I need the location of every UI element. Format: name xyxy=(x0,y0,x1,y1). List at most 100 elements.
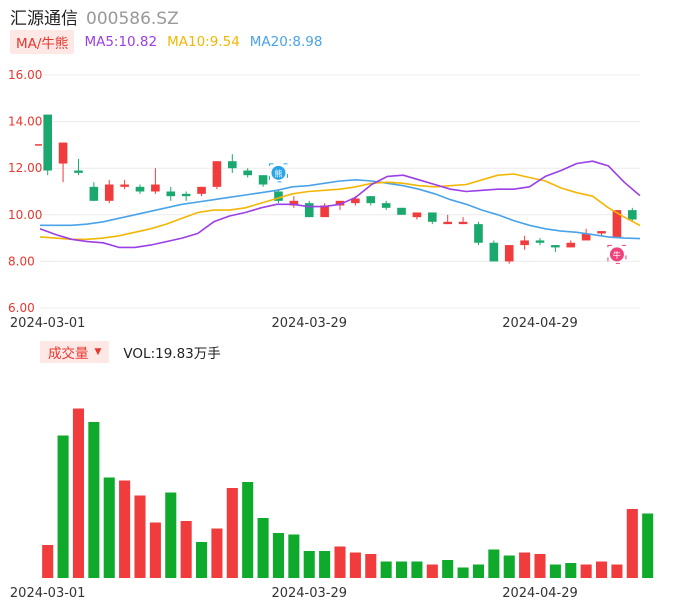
volume-bar xyxy=(165,492,177,578)
candle-body xyxy=(535,240,545,243)
candle-body xyxy=(104,184,114,201)
candle-body xyxy=(489,242,499,262)
y-tick-label: 8.00 xyxy=(8,254,35,268)
candle-body xyxy=(320,205,329,218)
candle-body xyxy=(581,233,591,241)
caret-down-icon: ▼ xyxy=(94,347,102,357)
volume-bar xyxy=(349,552,361,578)
volume-bar xyxy=(596,561,608,578)
candle-body xyxy=(181,193,191,197)
stock-header: 汇源通信 000586.SZ xyxy=(10,4,179,29)
volume-bar xyxy=(488,549,500,578)
badge-frame xyxy=(268,163,288,183)
candle-body xyxy=(74,170,83,173)
candle-body xyxy=(289,200,299,206)
candle-body xyxy=(397,207,406,215)
x-tick-label: 2024-03-29 xyxy=(271,316,347,331)
volume-bar xyxy=(42,545,54,578)
candle-body xyxy=(612,210,622,239)
ma-legend: MA/牛熊 MA5:10.82 MA10:9.54 MA20:8.98 xyxy=(10,30,322,54)
price-date-axis: 2024-03-01 2024-03-29 2024-04-29 xyxy=(10,316,578,331)
volume-bar xyxy=(226,488,238,578)
volume-bar xyxy=(211,528,223,578)
y-tick-label: 6.00 xyxy=(8,301,35,315)
x-tick-label: 2024-03-01 xyxy=(10,316,86,331)
volume-bar xyxy=(472,564,484,578)
volume-bar xyxy=(626,509,638,578)
stock-code: 000586.SZ xyxy=(86,9,179,29)
badge-label: 熊 xyxy=(274,168,282,178)
candle-body xyxy=(335,200,345,206)
volume-bar xyxy=(57,435,69,578)
x-tick-label: 2024-03-01 xyxy=(10,586,86,601)
volume-bar xyxy=(611,564,623,578)
volume-bar xyxy=(642,513,654,578)
candle-body xyxy=(504,245,514,262)
candlestick-series xyxy=(43,114,637,264)
ma5-label: MA5:10.82 xyxy=(84,34,158,50)
volume-bar xyxy=(272,533,284,578)
volume-bar xyxy=(149,522,161,578)
ma20-line xyxy=(40,179,641,240)
bear-signal-badge: 熊 xyxy=(268,163,288,183)
volume-bar xyxy=(119,480,131,578)
volume-bar xyxy=(103,477,115,578)
badge-circle xyxy=(271,165,286,180)
badge-label: 牛 xyxy=(613,250,621,260)
volume-bar xyxy=(288,534,300,578)
volume-indicator-selector[interactable]: 成交量 ▼ xyxy=(40,341,110,363)
x-tick-label: 2024-04-29 xyxy=(502,316,578,331)
signal-markers: 熊牛 xyxy=(268,163,627,264)
candle-body xyxy=(304,203,314,218)
volume-bar xyxy=(334,546,346,578)
candle-body xyxy=(520,240,529,246)
price-axis: 16.00 14.00 12.00 10.00 8.00 6.00 xyxy=(8,68,42,315)
bull-signal-badge: 牛 xyxy=(607,244,627,264)
candle-body xyxy=(443,221,452,225)
y-tick-label: 10.00 xyxy=(8,208,42,222)
candle-body xyxy=(381,203,391,208)
volume-bar xyxy=(549,564,561,578)
volume-bar xyxy=(580,564,592,578)
volume-bar xyxy=(519,552,531,578)
candle-body xyxy=(566,242,576,248)
badge-circle xyxy=(609,247,624,262)
volume-bar xyxy=(242,482,254,578)
y-tick-label: 12.00 xyxy=(8,161,42,175)
volume-bar xyxy=(396,561,408,578)
candle-body xyxy=(228,161,237,169)
volume-bar xyxy=(257,518,269,578)
ma20-label: MA20:8.98 xyxy=(249,34,323,50)
volume-bar xyxy=(134,495,146,578)
ma-lines xyxy=(39,160,641,249)
volume-bar xyxy=(411,561,423,578)
candle-body xyxy=(597,231,606,234)
volume-bar xyxy=(319,551,331,578)
candle-body xyxy=(43,114,52,171)
candle-body xyxy=(197,186,206,194)
candle-body xyxy=(151,184,160,192)
candle-body xyxy=(458,221,468,225)
volume-bar xyxy=(457,567,469,578)
volume-bar xyxy=(303,551,315,578)
ma-indicator-selector[interactable]: MA/牛熊 xyxy=(10,30,75,54)
volume-bars xyxy=(42,408,654,578)
volume-bar xyxy=(426,564,438,578)
volume-value-label: VOL:19.83万手 xyxy=(123,346,221,362)
ma10-label: MA10:9.54 xyxy=(167,34,240,50)
price-grid xyxy=(40,74,640,309)
badge-frame xyxy=(607,244,627,264)
volume-bar xyxy=(365,554,377,578)
stock-name: 汇源通信 xyxy=(10,9,78,29)
candle-body xyxy=(166,191,176,197)
volume-bar xyxy=(534,554,546,578)
candle-body xyxy=(274,191,283,201)
candle-body xyxy=(628,210,637,220)
candle-body xyxy=(243,170,252,176)
candle-body xyxy=(212,161,222,187)
candle-body xyxy=(258,175,268,185)
y-tick-label: 14.00 xyxy=(8,115,42,129)
candle-body xyxy=(58,142,68,164)
candle-body xyxy=(135,186,145,192)
